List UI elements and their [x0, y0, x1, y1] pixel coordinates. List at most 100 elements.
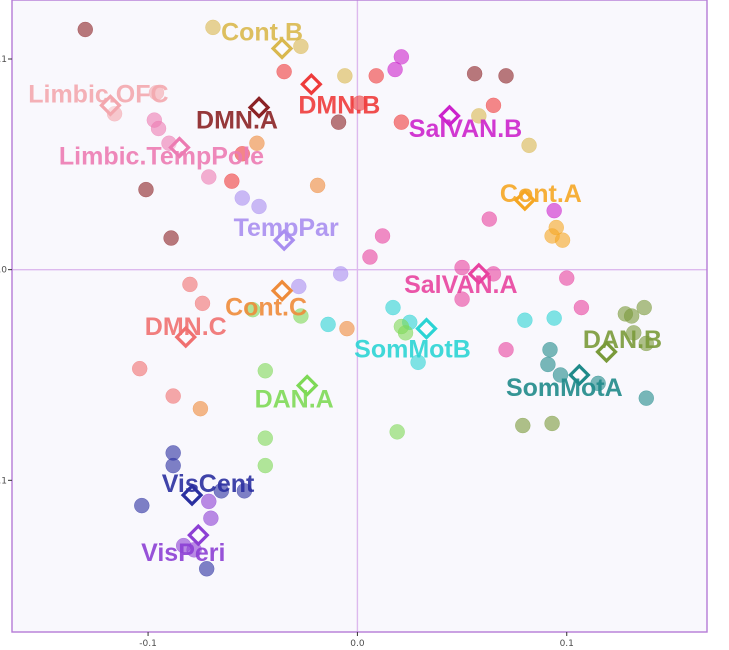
x-tick-label: 0.1: [560, 639, 574, 649]
point-dan-b: [625, 325, 642, 341]
point-salvan-a: [498, 341, 514, 358]
point-dmn-b: [234, 146, 251, 162]
point-visperi: [203, 510, 219, 526]
point-cont-b: [521, 137, 537, 154]
centroid-salvan-a: [467, 262, 491, 286]
centroid-dan-b: [595, 340, 618, 364]
y-tick-label: 0.1: [0, 55, 7, 65]
point-cont-b: [205, 19, 221, 36]
label-salvan-a: SalVAN.A: [404, 271, 517, 299]
point-dan-a: [397, 325, 414, 341]
point-dmn-a: [330, 114, 347, 130]
point-dmn-a: [77, 21, 94, 38]
point-limbic-ofc: [148, 84, 165, 101]
point-salvan-a: [374, 228, 391, 244]
point-sommota: [552, 367, 569, 383]
point-dmn-c: [194, 295, 211, 312]
point-dan-a: [257, 363, 274, 379]
point-dmn-b: [368, 68, 384, 84]
point-viscent: [213, 483, 230, 499]
label-visperi: VisPeri: [141, 539, 225, 567]
label-limbic-temppole: Limbic.TempPole: [59, 142, 264, 170]
point-sommota: [638, 390, 655, 406]
point-sommota: [540, 356, 556, 373]
point-salvan-a: [362, 249, 378, 265]
point-salvan-a: [481, 211, 498, 227]
point-sommotb: [385, 299, 401, 316]
label-viscent: VisCent: [162, 470, 255, 498]
point-dmn-b: [351, 95, 368, 111]
point-dan-b: [544, 415, 560, 432]
point-limbic-temppole: [201, 169, 217, 185]
label-dmn-b: DMN.B: [298, 91, 380, 119]
label-cont-c: Cont.C: [225, 294, 307, 322]
point-sommotb: [410, 354, 426, 371]
point-dan-a: [293, 308, 309, 324]
point-salvan-a: [558, 270, 575, 286]
point-salvan-a: [454, 291, 470, 307]
centroid-cont-c: [270, 279, 294, 302]
point-viscent: [236, 483, 253, 499]
label-dan-a: DAN.A: [255, 386, 334, 414]
point-cont-c: [192, 400, 209, 417]
centroid-viscent: [180, 483, 204, 507]
point-dan-b: [636, 299, 652, 316]
centroid-cont-b: [270, 37, 294, 60]
point-sommotb: [517, 312, 533, 328]
point-dmn-b: [276, 63, 292, 80]
centroid-visperi: [187, 523, 210, 547]
point-limbic-temppole: [146, 112, 163, 128]
point-dan-a: [257, 457, 274, 474]
point-dmn-c: [182, 276, 198, 293]
point-cont-b: [471, 108, 487, 124]
label-dmn-c: DMN.C: [145, 313, 227, 341]
point-visperi: [186, 542, 202, 558]
point-salvan-a: [454, 259, 470, 276]
point-viscent: [134, 497, 150, 514]
centroid-temppar: [272, 228, 296, 252]
point-dan-a: [389, 424, 405, 440]
point-sommotb: [546, 310, 562, 326]
label-salvan-b: SalVAN.B: [409, 115, 522, 143]
point-dmn-c: [131, 360, 148, 377]
label-limbic-ofc: Limbic.OFC: [28, 80, 168, 108]
point-dan-b: [623, 308, 640, 324]
point-temppar: [234, 190, 251, 206]
plot-border: [11, 0, 708, 633]
point-cont-b: [337, 68, 353, 84]
point-dmn-b: [224, 173, 240, 189]
centroid-dmn-b: [300, 73, 323, 96]
point-limbic-ofc: [106, 106, 123, 122]
point-sommotb: [320, 316, 336, 333]
point-salvan-b: [387, 61, 403, 78]
point-dan-b: [638, 335, 655, 352]
x-tick-label: -0.1: [139, 639, 157, 649]
point-sommota: [542, 341, 558, 358]
point-temppar: [291, 278, 307, 295]
point-visperi: [201, 493, 217, 510]
point-viscent: [198, 561, 215, 577]
label-cont-a: Cont.A: [500, 180, 582, 208]
point-cont-c: [249, 135, 265, 152]
point-dan-a: [257, 430, 274, 446]
point-cont-c: [339, 320, 355, 337]
label-dan-b: DAN.B: [583, 326, 662, 354]
y-tick-label: 0.0: [0, 266, 7, 276]
point-cont-b: [293, 38, 309, 55]
centroid-dmn-a: [247, 96, 271, 119]
point-temppar: [332, 266, 349, 282]
centroid-limbic-ofc: [99, 94, 122, 117]
point-cont-c: [309, 177, 326, 194]
point-salvan-a: [573, 299, 590, 316]
label-sommota: SomMotA: [506, 374, 623, 402]
point-dmn-a: [466, 65, 483, 82]
centroid-salvan-b: [438, 104, 461, 128]
label-dmn-a: DMN.A: [196, 106, 278, 134]
x-tick-label: 0.0: [350, 639, 365, 649]
point-dan-a: [244, 301, 261, 318]
point-dmn-c: [165, 388, 181, 404]
centroid-sommota: [568, 363, 591, 387]
point-salvan-b: [393, 49, 410, 65]
